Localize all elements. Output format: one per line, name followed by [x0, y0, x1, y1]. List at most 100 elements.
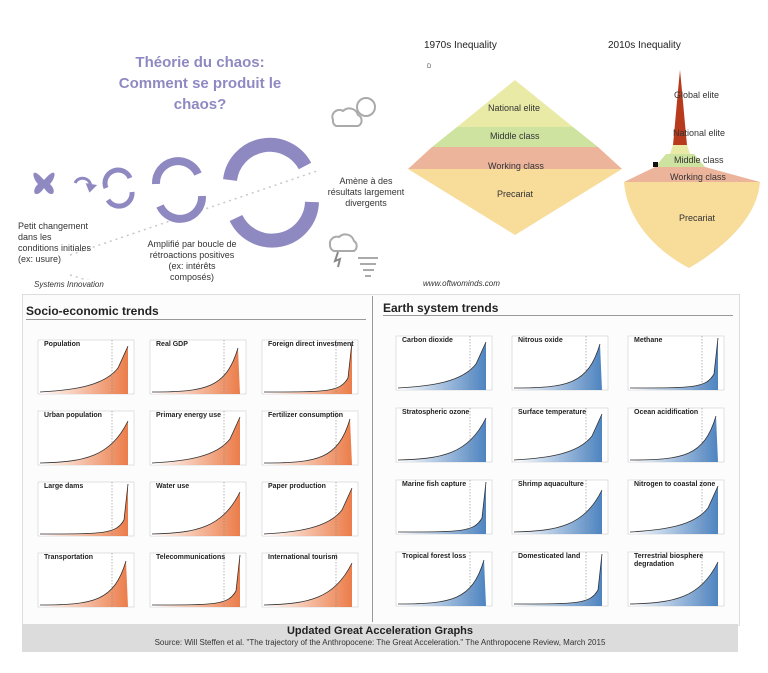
socio-sparkline: [261, 552, 359, 608]
socio-sparkline: [261, 481, 359, 537]
socio-cell-label: Telecommunications: [156, 554, 226, 561]
socio-sparkline: [261, 339, 359, 395]
earth-cell-4: Stratospheric ozone: [392, 406, 504, 470]
earth-sparkline: [511, 551, 609, 607]
earth-cell-12: Terrestrial biosphere degradation: [624, 550, 736, 614]
layer-2010-national: [670, 145, 690, 154]
storm-cloud-icon: [328, 233, 358, 268]
label-1970-working: Working class: [488, 161, 544, 171]
earth-cell-10: Tropical forest loss: [392, 550, 504, 614]
socio-sparkline: [37, 552, 135, 608]
earth-cell-label: Stratospheric ozone: [402, 409, 470, 416]
layer-1970-elite: [457, 80, 573, 127]
earth-cell-label: Shrimp aquaculture: [518, 481, 584, 488]
label-2010-working: Working class: [670, 172, 726, 182]
acceleration-footer: Updated Great Acceleration Graphs Source…: [22, 624, 738, 652]
earth-cell-11: Domesticated land: [508, 550, 620, 614]
socio-cell-7: Large dams: [34, 480, 146, 544]
label-1970-middle: Middle class: [490, 131, 540, 141]
earth-sparkline: [511, 479, 609, 535]
layer-1970-working: [408, 147, 622, 169]
socio-cell-label: Transportation: [44, 554, 94, 561]
chaos-diagram: [33, 97, 378, 280]
caption-result: Amène à des résultats largement divergen…: [327, 176, 405, 208]
label-2010-middle: Middle class: [674, 155, 724, 165]
socio-cell-label: Population: [44, 341, 81, 348]
chaos-title: Théorie du chaos: Comment se produit le …: [100, 52, 300, 115]
earth-cell-2: Nitrous oxide: [508, 334, 620, 398]
earth-cell-label: Ocean acidification: [634, 409, 699, 416]
socio-sparkline: [149, 552, 247, 608]
earth-cell-3: Methane: [624, 334, 736, 398]
earth-cell-label: Surface temperature: [518, 409, 587, 416]
earth-cell-label: Marine fish capture: [402, 481, 467, 488]
label-1970-national: National elite: [488, 103, 541, 113]
socio-cell-5: Primary energy use: [146, 409, 258, 473]
socio-cell-label: Primary energy use: [156, 412, 221, 419]
socio-cell-3: Foreign direct investment: [258, 338, 370, 402]
chaos-credit: Systems Innovation: [34, 280, 104, 289]
acceleration-frame: [22, 294, 740, 626]
earth-sparkline: [511, 335, 609, 391]
label-2010-global: Global elite: [674, 90, 720, 100]
socio-cell-2: Real GDP: [146, 338, 258, 402]
earth-cell-5: Surface temperature: [508, 406, 620, 470]
caption-amplified: Amplifié par boucle de rétroactions posi…: [147, 239, 237, 282]
earth-cell-label: Nitrogen to coastal zone: [634, 481, 716, 488]
cycle-icon-1: [73, 176, 98, 193]
earth-cell-label: Domesticated land: [518, 553, 581, 560]
earth-sparkline: [395, 479, 493, 535]
socio-cell-label: Foreign direct investment: [268, 341, 354, 348]
earth-cell-7: Marine fish capture: [392, 478, 504, 542]
cycle-icon-3: [152, 157, 206, 223]
layer-1970-middle: [432, 127, 598, 147]
socio-rule: [26, 319, 366, 320]
earth-cell-label: Terrestrial biosphere degradation: [634, 553, 704, 568]
socio-sparkline: [261, 410, 359, 466]
socio-sparkline: [37, 339, 135, 395]
socio-sparkline: [149, 410, 247, 466]
socio-sparkline: [37, 410, 135, 466]
label-1970-precariat: Precariat: [497, 189, 534, 199]
socio-cell-label: International tourism: [268, 554, 338, 561]
butterfly-icon: [33, 172, 55, 195]
tornado-icon: [358, 257, 378, 277]
socio-cell-8: Water use: [146, 480, 258, 544]
earth-cell-8: Shrimp aquaculture: [508, 478, 620, 542]
earth-title: Earth system trends: [383, 301, 499, 315]
socio-cell-1: Population: [34, 338, 146, 402]
earth-cell-label: Nitrous oxide: [518, 337, 563, 344]
layer-1970-precariat: [408, 169, 622, 235]
socio-sparkline: [149, 339, 247, 395]
earth-cell-6: Ocean acidification: [624, 406, 736, 470]
marker-d: D: [427, 64, 432, 70]
socio-cell-6: Fertilizer consumption: [258, 409, 370, 473]
title-2010: 2010s Inequality: [608, 40, 681, 51]
cycle-icon-2: [102, 167, 135, 209]
earth-cell-1: Carbon dioxide: [392, 334, 504, 398]
socio-cell-10: Transportation: [34, 551, 146, 615]
caption-initial: Petit changement dans les conditions ini…: [18, 221, 92, 264]
earth-sparkline: [395, 407, 493, 463]
cycle-icon-4: [223, 137, 319, 248]
chaos-title-line1: Théorie du chaos:: [135, 54, 265, 71]
earth-sparkline: [627, 551, 725, 607]
socio-cell-label: Fertilizer consumption: [268, 412, 344, 419]
earth-rule: [383, 315, 733, 316]
socio-cell-11: Telecommunications: [146, 551, 258, 615]
earth-cell-label: Tropical forest loss: [402, 553, 467, 560]
earth-sparkline: [395, 335, 493, 391]
socio-cell-label: Urban population: [44, 412, 102, 419]
label-2010-national: National elite: [673, 128, 726, 138]
socio-cell-label: Paper production: [268, 483, 326, 490]
socio-cell-4: Urban population: [34, 409, 146, 473]
dark-mark: [653, 162, 658, 167]
earth-cell-label: Methane: [634, 337, 663, 344]
layer-2010-global: [673, 70, 687, 145]
title-1970: 1970s Inequality: [424, 40, 497, 51]
earth-sparkline: [627, 407, 725, 463]
sun-cloud-icon: [331, 97, 376, 127]
socio-cell-label: Water use: [156, 483, 190, 490]
socio-cell-label: Real GDP: [156, 341, 188, 348]
chaos-title-line2: Comment se produit le chaos?: [118, 75, 282, 113]
